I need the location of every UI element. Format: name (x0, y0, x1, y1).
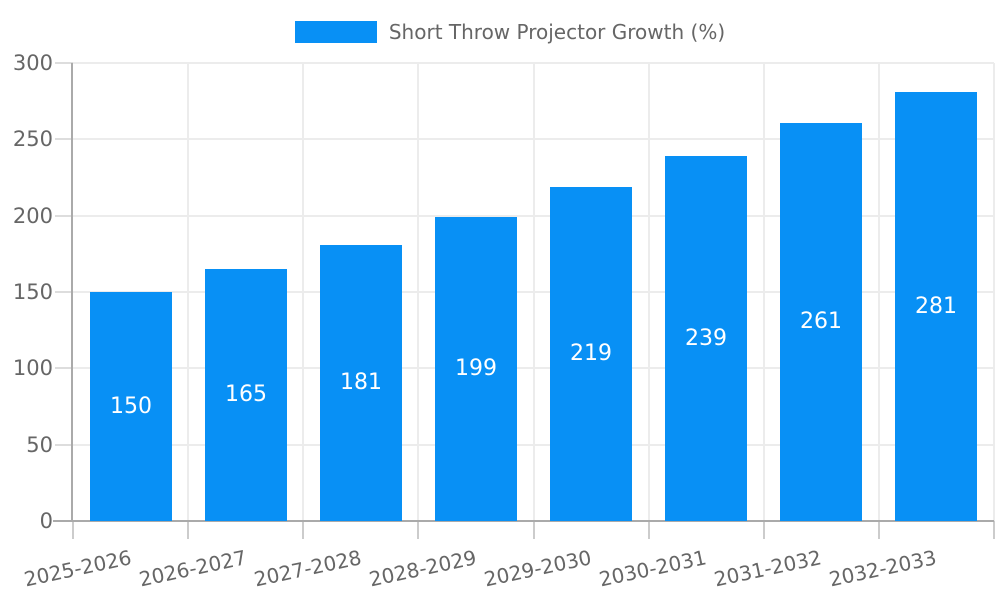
bar[interactable]: 281 (895, 92, 977, 521)
x-gridline (993, 63, 995, 521)
y-tick (55, 367, 73, 369)
x-tick (878, 521, 880, 539)
y-tick (55, 215, 73, 217)
bar[interactable]: 165 (205, 269, 287, 521)
legend: Short Throw Projector Growth (%) (0, 18, 1000, 46)
x-tick (648, 521, 650, 539)
x-axis-label: 2026-2027 (136, 545, 249, 592)
x-axis-label: 2025-2026 (21, 545, 134, 592)
legend-label: Short Throw Projector Growth (%) (388, 20, 726, 44)
x-tick (187, 521, 189, 539)
bar-value-label: 181 (340, 370, 382, 395)
x-tick (993, 521, 995, 539)
bar[interactable]: 199 (435, 217, 517, 521)
y-axis-label: 250 (12, 127, 53, 151)
y-axis-label: 0 (39, 509, 53, 533)
x-gridline (302, 63, 304, 521)
x-gridline (187, 63, 189, 521)
bar[interactable]: 239 (665, 156, 747, 521)
bar-value-label: 239 (685, 325, 727, 351)
x-axis-label: 2027-2028 (251, 545, 364, 592)
x-gridline (763, 63, 765, 521)
y-tick (55, 291, 73, 293)
legend-item[interactable]: Short Throw Projector Growth (%) (294, 20, 726, 44)
bar[interactable]: 181 (320, 245, 402, 521)
x-tick (302, 521, 304, 539)
bar-value-label: 150 (110, 393, 152, 419)
x-tick (417, 521, 419, 539)
bar-value-label: 261 (800, 309, 842, 334)
y-tick (55, 444, 73, 446)
x-axis-label: 2032-2033 (826, 545, 939, 592)
bar-value-label: 219 (570, 341, 612, 366)
y-axis-label: 50 (26, 433, 53, 457)
x-axis-line (53, 520, 994, 522)
legend-swatch (294, 21, 377, 43)
y-axis-label: 150 (12, 280, 53, 304)
y-tick (55, 138, 73, 140)
x-gridline (648, 63, 650, 521)
x-gridline (878, 63, 880, 521)
x-axis-label: 2028-2029 (366, 545, 479, 592)
y-axis-label: 200 (12, 204, 53, 228)
x-axis-label: 2030-2031 (596, 545, 709, 592)
x-axis-label: 2029-2030 (481, 545, 594, 592)
bar-value-label: 165 (225, 382, 267, 407)
bar[interactable]: 150 (90, 292, 172, 521)
bar[interactable]: 261 (780, 123, 862, 521)
x-tick (72, 521, 74, 539)
x-tick (533, 521, 535, 539)
bar-value-label: 281 (915, 293, 957, 319)
bar[interactable]: 219 (550, 187, 632, 521)
y-axis-label: 100 (12, 356, 53, 380)
y-axis-line (71, 63, 73, 521)
x-gridline (533, 63, 535, 521)
x-gridline (417, 63, 419, 521)
y-axis-label: 300 (12, 51, 53, 75)
bar-value-label: 199 (455, 356, 497, 381)
y-tick (55, 62, 73, 64)
x-tick (763, 521, 765, 539)
x-axis-label: 2031-2032 (711, 545, 824, 592)
